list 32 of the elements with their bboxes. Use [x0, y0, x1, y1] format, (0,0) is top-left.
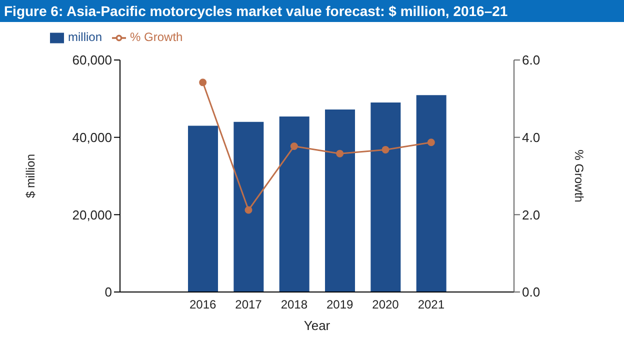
chart-title: Figure 6: Asia-Pacific motorcycles market value forecast: $ million, 2016–21 — [0, 0, 624, 22]
x-tick-label: 2020 — [372, 298, 400, 312]
x-tick-label: 2021 — [418, 298, 445, 312]
x-tick-label: 2018 — [280, 298, 308, 312]
point — [290, 142, 298, 150]
point — [382, 146, 390, 154]
bar — [325, 109, 355, 292]
legend-label: million — [68, 30, 102, 44]
y2-tick-label: 0.0 — [522, 284, 540, 300]
bar — [188, 126, 218, 292]
y-tick-label: 20,000 — [72, 207, 112, 222]
point — [427, 138, 435, 146]
y-axis-title: $ million — [23, 154, 38, 198]
bar — [370, 102, 401, 292]
y-tick-label: 40,000 — [72, 130, 112, 145]
bar — [234, 122, 264, 292]
x-axis-title: Year — [304, 318, 331, 333]
point — [244, 206, 252, 214]
point — [199, 78, 207, 86]
bar — [279, 116, 310, 292]
point — [336, 150, 344, 158]
legend-label: % Growth — [130, 30, 183, 44]
y2-tick-label: 4.0 — [522, 130, 540, 145]
x-tick-label: 2016 — [189, 298, 217, 312]
y2-tick-label: 2.0 — [522, 207, 540, 222]
y2-axis-title: % Growth — [572, 150, 586, 202]
y2-tick-label: 6.0 — [522, 52, 540, 68]
y-tick-label: 60,000 — [72, 52, 112, 68]
bar — [416, 95, 446, 292]
y-tick-label: 0 — [104, 284, 112, 300]
x-tick-label: 2017 — [235, 298, 262, 312]
x-tick-label: 2019 — [326, 298, 354, 312]
